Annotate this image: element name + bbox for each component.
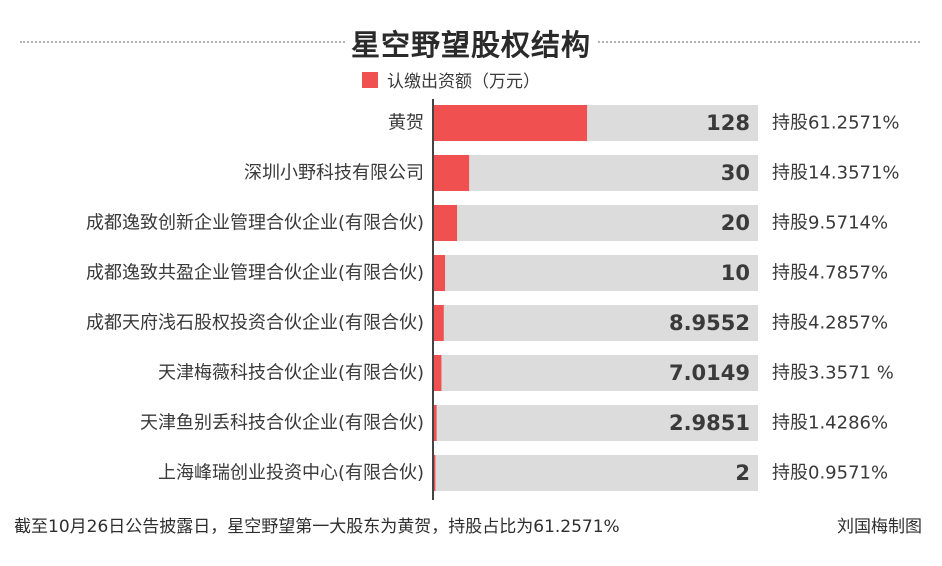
bar-track	[433, 255, 758, 291]
category-label: 天津鱼别丢科技合伙企业(有限合伙)	[140, 413, 424, 434]
share-label: 持股9.5714%	[772, 213, 888, 234]
data-label: 20	[721, 211, 750, 235]
share-label: 持股4.7857%	[772, 263, 888, 284]
data-label: 2	[735, 461, 750, 485]
data-label: 30	[721, 161, 750, 185]
data-label: 2.9851	[669, 411, 750, 435]
credit: 刘国梅制图	[837, 517, 922, 537]
share-label: 持股0.9571%	[772, 463, 888, 484]
category-label: 成都天府浅石股权投资合伙企业(有限合伙)	[86, 313, 424, 334]
bar-chart: 黄贺 128 持股61.2571% 深圳小野科技有限公司 30 持股14.3571% 成都逸…	[86, 99, 900, 500]
bar	[433, 355, 442, 391]
bar	[433, 105, 588, 141]
title-rule-left	[20, 41, 345, 43]
bar-track	[433, 355, 758, 391]
data-label: 7.0149	[669, 361, 750, 385]
data-label: 8.9552	[669, 311, 750, 335]
legend-label: 认缴出资额（万元）	[387, 72, 540, 92]
category-label: 深圳小野科技有限公司	[244, 163, 424, 184]
share-label: 持股61.2571%	[772, 113, 900, 134]
bar-track	[433, 205, 758, 241]
category-label: 天津梅薇科技合伙企业(有限合伙)	[158, 363, 424, 384]
bar	[433, 455, 436, 491]
category-label: 上海峰瑞创业投资中心(有限合伙)	[158, 463, 424, 484]
footer-note: 截至10月26日公告披露日，星空野望第一大股东为黄贺，持股占比为61.2571%	[14, 517, 620, 537]
share-label: 持股1.4286%	[772, 413, 888, 434]
bar-track	[433, 155, 758, 191]
bar	[433, 155, 470, 191]
bar	[433, 405, 437, 441]
title-rule-right	[598, 41, 920, 43]
bar	[433, 305, 444, 341]
bar	[433, 205, 458, 241]
bar-track	[433, 455, 758, 491]
data-label: 10	[721, 261, 750, 285]
legend-swatch	[362, 71, 378, 88]
share-label: 持股14.3571%	[772, 163, 900, 184]
bar-track	[433, 405, 758, 441]
bar-track	[433, 305, 758, 341]
category-label: 成都逸致创新企业管理合伙企业(有限合伙)	[86, 213, 424, 234]
bar	[433, 255, 446, 291]
share-label: 持股3.3571 %	[772, 363, 894, 384]
chart-title: 星空野望股权结构	[350, 28, 591, 62]
category-label: 成都逸致共盈企业管理合伙企业(有限合伙)	[86, 263, 424, 284]
legend: 认缴出资额（万元）	[362, 67, 540, 92]
category-label: 黄贺	[388, 113, 424, 134]
share-label: 持股4.2857%	[772, 313, 888, 334]
data-label: 128	[706, 111, 750, 135]
